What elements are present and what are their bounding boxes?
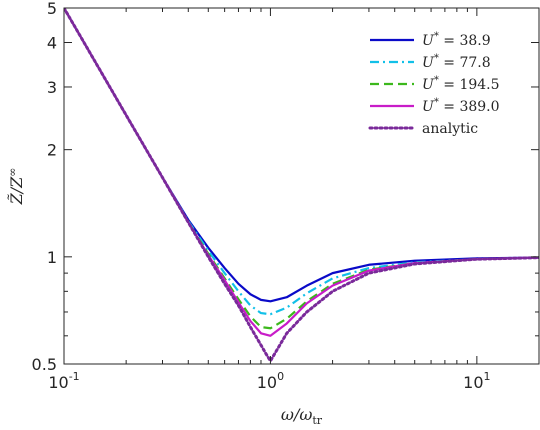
y-axis-label: Z̃/Z∞ bbox=[6, 168, 26, 206]
y-tick-label: 5 bbox=[47, 0, 57, 18]
legend-label: U* = 389.0 bbox=[422, 97, 500, 115]
y-tick-label: 4 bbox=[47, 33, 57, 52]
x-tick-label: 100 bbox=[257, 370, 284, 392]
legend-label: U* = 38.9 bbox=[422, 31, 491, 49]
y-tick-label: 0.5 bbox=[32, 355, 57, 374]
series-layer bbox=[64, 8, 539, 363]
series-line-2 bbox=[64, 8, 539, 316]
y-tick-label: 3 bbox=[47, 78, 57, 97]
legend-label: U* = 77.8 bbox=[422, 53, 491, 71]
x-axis-label: ω/ωtr bbox=[281, 405, 323, 427]
series-line-5 bbox=[64, 8, 539, 363]
plot-frame bbox=[63, 7, 540, 365]
series-line-1 bbox=[64, 8, 539, 303]
legend: U* = 38.9 U* = 77.8 U* = 194.5 U* = 389.0 an… bbox=[368, 31, 500, 137]
y-tick-label: 1 bbox=[47, 248, 57, 267]
legend-label: U* = 194.5 bbox=[422, 75, 500, 93]
legend-label: analytic bbox=[422, 121, 478, 137]
y-tick-label: 2 bbox=[47, 141, 57, 160]
x-tick-label: 101 bbox=[463, 370, 490, 392]
